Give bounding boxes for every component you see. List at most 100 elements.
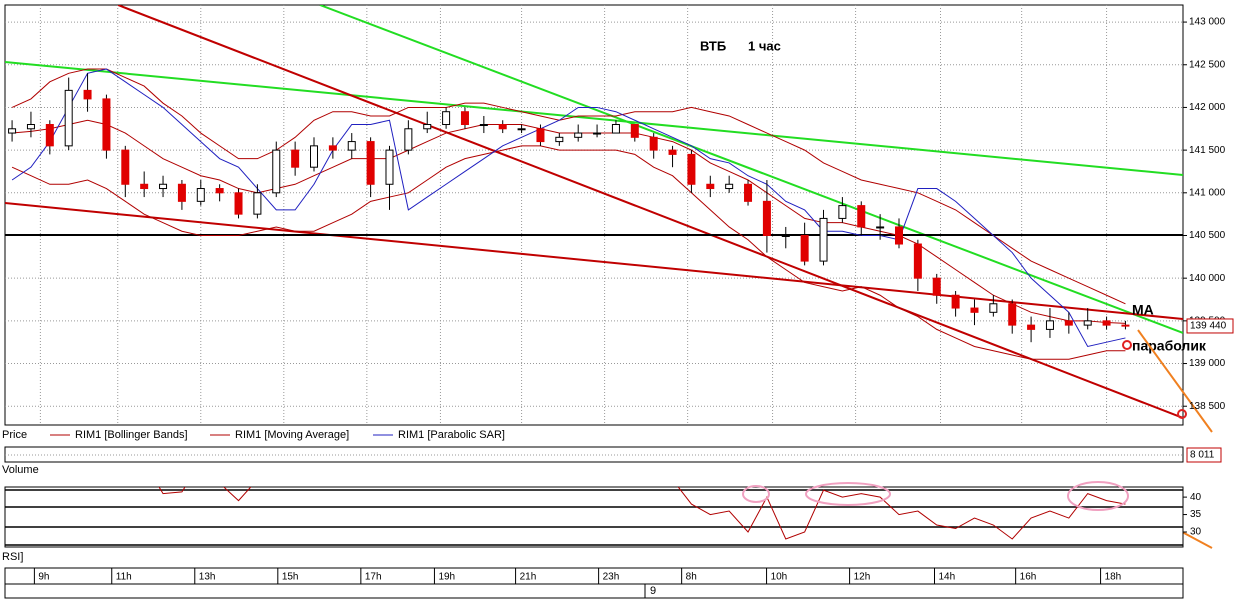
x-tick-label: 23h: [603, 572, 620, 583]
candle-body: [1083, 320, 1092, 326]
chart-subtitle: 1 час: [748, 38, 781, 53]
y-tick-label: 142 000: [1189, 102, 1226, 113]
highlight: [1067, 481, 1129, 511]
volume-last: [1186, 447, 1222, 463]
candle-body: [1064, 320, 1073, 326]
candle-body: [253, 192, 262, 215]
candle-body: [196, 188, 205, 202]
candle-body: [744, 183, 753, 202]
x-tick-label: 16h: [1020, 572, 1037, 583]
candle-body: [574, 132, 583, 138]
legend-label: RIM1 [Parabolic SAR]: [398, 429, 505, 441]
x-tick-label: 10h: [771, 572, 788, 583]
candle-body: [121, 149, 130, 185]
marker-circle: [1177, 409, 1187, 419]
volume-last-label: 8 011: [1190, 450, 1215, 461]
candle-body: [668, 149, 677, 155]
candle-body: [894, 226, 903, 245]
x-tick-label: 8h: [686, 572, 697, 583]
indicator-line: [11, 68, 1126, 348]
candle-body: [989, 303, 998, 313]
candle-body: [1045, 320, 1054, 330]
candle-body: [479, 124, 488, 127]
x-tick-label: 21h: [520, 572, 537, 583]
candle-body: [26, 124, 35, 130]
candle-body: [951, 294, 960, 309]
panel-label: Volume: [2, 464, 39, 476]
rsi-panel: [4, 486, 1184, 548]
candle-body: [687, 153, 696, 185]
candle-body: [291, 149, 300, 168]
candle-body: [64, 89, 73, 147]
candle-body: [347, 141, 356, 151]
indicator-line: [11, 145, 1126, 360]
candle-body: [555, 136, 564, 143]
indicator-line: [12, 119, 1126, 324]
x-tick-label: 13h: [199, 572, 216, 583]
x-tick-label: 9h: [38, 572, 49, 583]
y-tick-label: 139 000: [1189, 358, 1226, 369]
last-price-box: [1186, 318, 1234, 334]
candle-body: [328, 145, 337, 151]
highlight: [805, 482, 891, 506]
rsi-series: [158, 487, 1126, 540]
x-tick-label: 19h: [438, 572, 455, 583]
candle-body: [781, 234, 790, 237]
candle-body: [404, 128, 413, 151]
grid: [5, 5, 1183, 425]
y-tick-label: 141 000: [1189, 187, 1226, 198]
x-tick-label: 15h: [282, 572, 299, 583]
candle-body: [630, 124, 639, 138]
rsi-line: [158, 487, 1126, 540]
candle-body: [215, 188, 224, 194]
candle-body: [517, 128, 526, 131]
candle-body: [159, 183, 168, 190]
candle-body: [838, 205, 847, 219]
candle-body: [177, 183, 186, 202]
candle-body: [593, 132, 602, 135]
trend-line: [5, 202, 1183, 320]
candle-body: [1102, 320, 1111, 326]
x-tick-label: 18h: [1105, 572, 1122, 583]
candle-body: [272, 149, 281, 194]
candle-body: [819, 217, 828, 262]
candle-body: [611, 124, 620, 134]
y-tick-label: 30: [1190, 527, 1202, 538]
candle-body: [536, 128, 545, 143]
candle-body: [234, 192, 243, 215]
panel-label: RSI]: [2, 551, 23, 563]
candle-body: [970, 307, 979, 313]
candle-body: [706, 183, 715, 190]
y-tick-label: 140 000: [1189, 273, 1226, 284]
chart-title: ВТБ: [700, 38, 726, 53]
y-tick-label: 140 500: [1189, 230, 1226, 241]
candle-body: [140, 183, 149, 190]
y-tick-label: 138 500: [1189, 401, 1226, 412]
candle-body: [876, 226, 885, 229]
candle-body: [932, 277, 941, 296]
candle-body: [762, 200, 771, 236]
candle-body: [649, 136, 658, 151]
candle-body: [460, 111, 469, 126]
time-axis: [4, 567, 1184, 585]
candle-body: [45, 124, 54, 147]
y-tick-label: 142 500: [1189, 59, 1226, 70]
price-panel: [4, 4, 1184, 426]
candle-body: [857, 205, 866, 228]
trend-line: [319, 5, 1183, 334]
arrow: [1137, 329, 1213, 433]
y-tick-label: 35: [1190, 509, 1202, 520]
candle-body: [1008, 303, 1017, 326]
candle-body: [366, 141, 375, 185]
trend-line: [5, 61, 1183, 176]
last-price-label: 139 440: [1190, 321, 1227, 332]
day-label: 9: [650, 585, 656, 597]
annotation: параболик: [1132, 338, 1207, 354]
trend-line: [117, 5, 1183, 419]
legend-label: RIM1 [Moving Average]: [235, 429, 349, 441]
candle-body: [498, 124, 507, 130]
candle-body: [1027, 324, 1036, 330]
day-axis: [4, 583, 1184, 599]
x-tick-label: 14h: [939, 572, 956, 583]
